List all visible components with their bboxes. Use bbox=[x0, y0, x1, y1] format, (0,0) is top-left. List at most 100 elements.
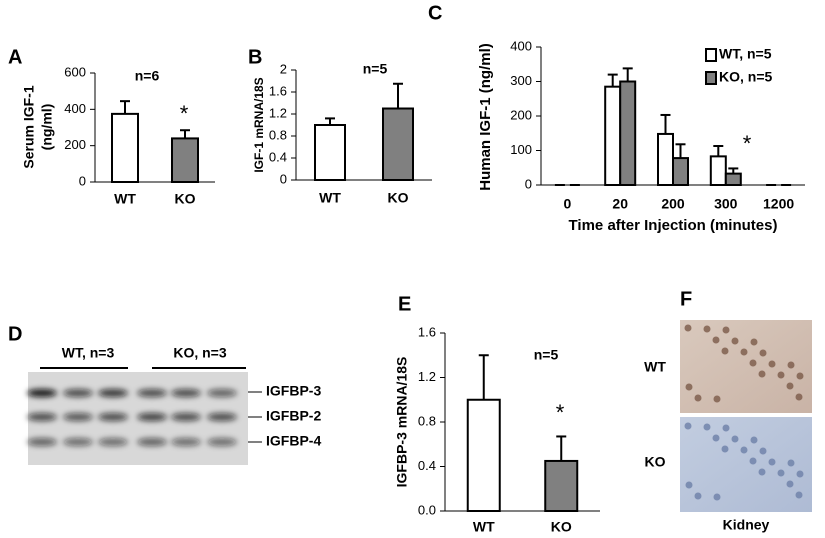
nucleus bbox=[740, 348, 748, 356]
panel-label: E bbox=[398, 293, 411, 315]
legend-label: WT, n=5 bbox=[719, 46, 772, 62]
blot-band bbox=[207, 413, 237, 421]
blot-band bbox=[63, 438, 93, 446]
blot-band bbox=[63, 413, 93, 421]
blot-band bbox=[27, 413, 57, 421]
y-tick-label: 600 bbox=[64, 64, 86, 79]
y-tick-label: 0 bbox=[525, 176, 532, 191]
y-tick-label: 0.8 bbox=[269, 127, 287, 142]
group-label: WT, n=3 bbox=[62, 345, 115, 361]
x-tick-label: WT bbox=[319, 190, 341, 206]
y-tick-label: 400 bbox=[64, 101, 86, 116]
nucleus bbox=[758, 370, 766, 378]
bar bbox=[657, 132, 674, 187]
nucleus bbox=[787, 459, 795, 467]
nucleus bbox=[768, 360, 776, 368]
nucleus bbox=[731, 435, 739, 443]
annotation: * bbox=[556, 400, 565, 425]
y-tick-label: 1.6 bbox=[418, 324, 436, 339]
blot-band bbox=[98, 438, 128, 446]
nucleus bbox=[768, 458, 776, 466]
error-bar bbox=[393, 82, 403, 109]
x-tick-label: 1200 bbox=[763, 196, 794, 212]
bar bbox=[314, 124, 346, 181]
error-bar bbox=[478, 354, 489, 400]
blot-band bbox=[207, 389, 237, 397]
nucleus bbox=[749, 359, 757, 367]
y-tick-label: 0 bbox=[280, 171, 287, 186]
y-axis-label: Serum IGF-1 bbox=[21, 85, 37, 168]
error-bar bbox=[325, 117, 335, 125]
x-tick-label: 20 bbox=[612, 196, 628, 212]
panel-label: D bbox=[8, 323, 22, 345]
nucleus bbox=[750, 436, 758, 444]
x-tick-label: 300 bbox=[714, 196, 738, 212]
panel-label: F bbox=[680, 288, 692, 310]
y-tick-label: 1.6 bbox=[269, 83, 287, 98]
y-tick-label: 400 bbox=[510, 38, 532, 53]
x-tick-label: KO bbox=[388, 190, 409, 206]
x-tick-label: WT bbox=[473, 519, 495, 535]
panel-label: C bbox=[428, 2, 442, 24]
annotation: n=6 bbox=[135, 68, 160, 84]
nucleus bbox=[740, 446, 748, 454]
error-bar bbox=[180, 129, 190, 139]
error-bar bbox=[556, 435, 567, 461]
nucleus bbox=[749, 457, 757, 465]
nucleus bbox=[777, 469, 785, 477]
nucleus bbox=[722, 326, 730, 334]
error-bar bbox=[622, 67, 633, 82]
nucleus bbox=[796, 470, 804, 478]
bar bbox=[466, 398, 501, 512]
nucleus bbox=[721, 445, 729, 453]
blot-band bbox=[171, 438, 201, 446]
nucleus bbox=[786, 382, 794, 390]
x-tick-label: 0 bbox=[564, 196, 572, 212]
annotation: * bbox=[743, 131, 752, 156]
error-bar bbox=[660, 113, 671, 134]
error-bar bbox=[607, 73, 618, 87]
blot-band bbox=[171, 413, 201, 421]
legend-swatch bbox=[705, 71, 717, 85]
band-label: IGFBP-4 bbox=[266, 433, 321, 449]
nucleus bbox=[795, 393, 803, 401]
nucleus bbox=[684, 324, 692, 332]
nucleus bbox=[759, 349, 767, 357]
nucleus bbox=[684, 422, 692, 430]
nucleus bbox=[795, 491, 803, 499]
annotation: * bbox=[180, 101, 189, 126]
x-tick-label: KO bbox=[551, 519, 572, 535]
nucleus bbox=[722, 424, 730, 432]
blot-band bbox=[27, 389, 57, 397]
legend-label: KO, n=5 bbox=[719, 69, 773, 85]
y-tick-label: 200 bbox=[510, 107, 532, 122]
y-tick-label: 100 bbox=[510, 142, 532, 157]
y-axis-label: (ng/ml) bbox=[39, 104, 55, 151]
y-axis-label: IGFBP-3 mRNA/18S bbox=[394, 357, 410, 488]
y-tick-label: 0.4 bbox=[418, 458, 436, 473]
nucleus bbox=[721, 347, 729, 355]
blot-band bbox=[137, 389, 167, 397]
nucleus bbox=[712, 336, 720, 344]
band-label: IGFBP-2 bbox=[266, 408, 321, 424]
y-tick-label: 2 bbox=[280, 61, 287, 76]
blot-panel: D WT, n=3 KO, n=3 IGFBP-3 IGFBP-2 IGFBP-… bbox=[8, 323, 321, 465]
bar bbox=[604, 85, 622, 186]
y-tick-label: 0.0 bbox=[418, 502, 436, 517]
y-tick-label: 1.2 bbox=[269, 105, 287, 120]
bar bbox=[619, 80, 637, 186]
x-tick-label: WT bbox=[114, 191, 136, 207]
blot-band bbox=[171, 389, 201, 397]
y-tick-label: 200 bbox=[64, 137, 86, 152]
nucleus bbox=[694, 394, 702, 402]
nucleus bbox=[685, 383, 693, 391]
bar bbox=[709, 155, 727, 187]
y-tick-label: 0.4 bbox=[269, 149, 287, 164]
blot-band bbox=[98, 413, 128, 421]
nucleus bbox=[777, 371, 785, 379]
caption: Kidney bbox=[723, 517, 770, 533]
annotation: n=5 bbox=[534, 347, 559, 363]
x-tick-label: KO bbox=[175, 191, 196, 207]
panel-label: B bbox=[248, 46, 262, 68]
blot-band bbox=[207, 438, 237, 446]
